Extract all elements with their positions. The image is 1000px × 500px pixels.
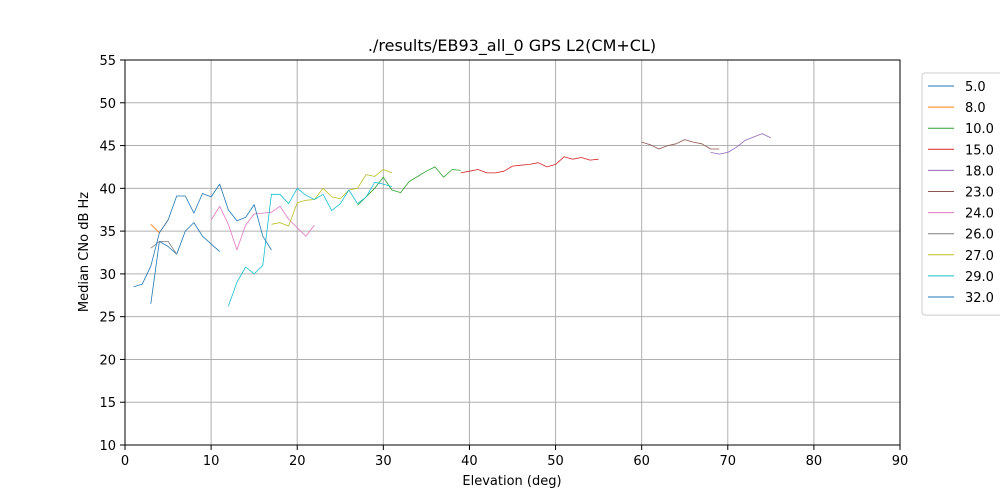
legend-label: 29.0 — [965, 270, 994, 285]
legend-label: 26.0 — [965, 228, 994, 243]
legend-label: 32.0 — [965, 291, 994, 306]
series-line-32-0 — [133, 183, 272, 288]
series-line-26-0 — [150, 240, 178, 255]
y-tick-label: 10 — [99, 439, 116, 454]
legend-label: 15.0 — [965, 143, 994, 158]
x-tick-label: 90 — [892, 454, 909, 469]
series-line-27-0 — [271, 169, 393, 227]
y-tick-label: 35 — [99, 225, 116, 240]
x-tick-label: 20 — [289, 454, 306, 469]
series-line-15-0 — [460, 156, 599, 174]
x-tick-label: 70 — [720, 454, 737, 469]
x-tick-label: 80 — [806, 454, 823, 469]
chart-title: ./results/EB93_all_0 GPS L2(CM+CL) — [368, 36, 656, 56]
x-tick-label: 40 — [461, 454, 478, 469]
series-line-24-0 — [210, 205, 315, 251]
y-tick-label: 30 — [99, 268, 116, 283]
legend-label: 27.0 — [965, 249, 994, 264]
legend-label: 18.0 — [965, 164, 994, 179]
series-line-18-0 — [710, 133, 771, 155]
ticks: 0 10 20 30 40 50 60 70 80 90 10 15 20 25 30 35 40 45 50 55 — [99, 54, 908, 469]
series-line-29-0 — [227, 181, 393, 307]
y-tick-label: 15 — [99, 396, 116, 411]
x-tick-label: 60 — [633, 454, 650, 469]
y-tick-label: 45 — [99, 140, 116, 155]
legend-label: 5.0 — [965, 80, 986, 95]
y-tick-label: 25 — [99, 311, 116, 326]
x-tick-label: 0 — [121, 454, 129, 469]
x-tick-label: 50 — [547, 454, 564, 469]
legend-label: 8.0 — [965, 101, 986, 116]
plot-frame — [124, 59, 901, 446]
x-tick-label: 30 — [375, 454, 392, 469]
legend-label: 10.0 — [965, 122, 994, 137]
series-line-23-0 — [641, 139, 720, 150]
series-layer — [133, 133, 771, 307]
y-tick-label: 20 — [99, 353, 116, 368]
y-tick-label: 50 — [99, 97, 116, 112]
x-axis-label: Elevation (deg) — [462, 474, 561, 489]
y-tick-label: 40 — [99, 182, 116, 197]
y-tick-label: 55 — [99, 54, 116, 69]
series-line-5-0 — [150, 222, 220, 304]
legend: 5.0 8.0 10.0 15.0 18.0 23.0 24.0 26.0 27.0 29.0 32… — [921, 72, 1000, 316]
y-axis-label: Median CNo dB Hz — [77, 192, 92, 312]
legend-label: 24.0 — [965, 207, 994, 222]
legend-label: 23.0 — [965, 186, 994, 201]
series-line-10-0 — [357, 166, 461, 206]
x-tick-label: 10 — [203, 454, 220, 469]
